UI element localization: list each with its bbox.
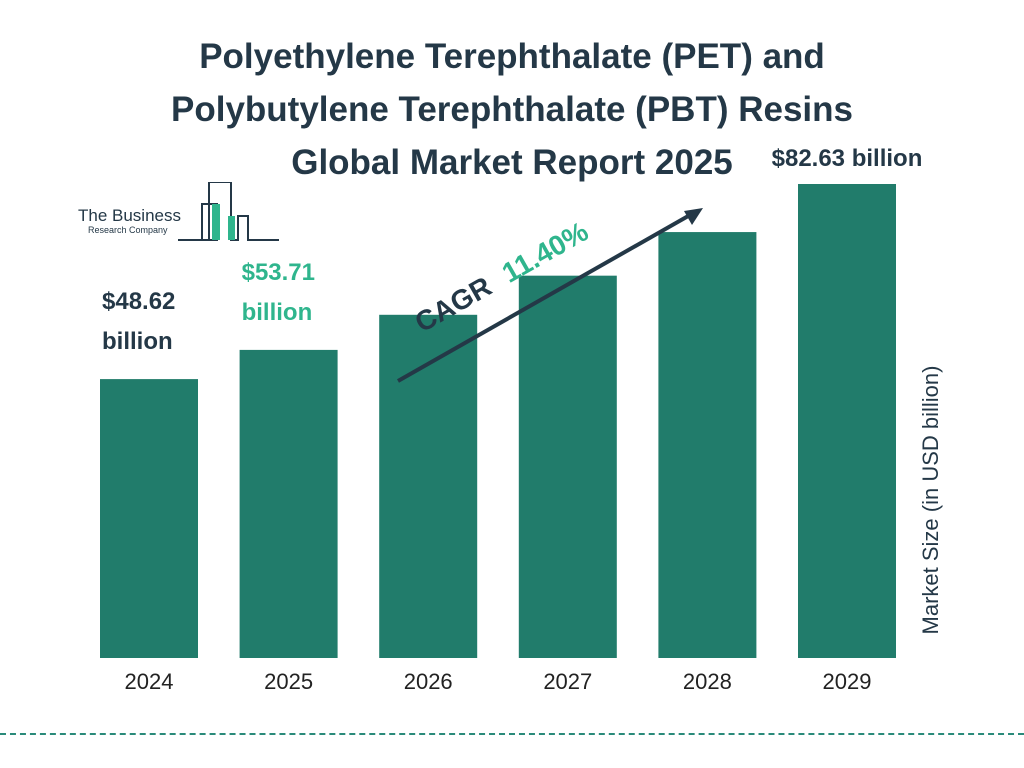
data-label-line: $48.62: [102, 288, 175, 315]
bar-2026: [379, 314, 478, 658]
data-label-line: $82.63 billion: [772, 145, 923, 172]
bar-2025: [239, 349, 338, 658]
cagr-arrow-line: [397, 213, 691, 383]
company-logo: The Business Research Company: [78, 182, 283, 244]
bar-2028: [658, 232, 757, 658]
title-line-2: Polybutylene Terephthalate (PBT) Resins: [171, 90, 853, 129]
x-tick-label: 2028: [683, 669, 732, 694]
data-label-line: billion: [102, 328, 173, 355]
logo-text-secondary: Research Company: [88, 225, 168, 235]
cagr-arrow-head: [684, 208, 703, 225]
x-tick-label: 2024: [125, 669, 174, 694]
data-label-2024: $48.62 billion: [102, 288, 175, 355]
chart-title: Polyethylene Terephthalate (PET) and Pol…: [60, 30, 964, 189]
x-tick-label: 2026: [404, 669, 453, 694]
data-label-line: $53.71: [242, 259, 315, 286]
bar-2024: [100, 379, 198, 658]
bar-2027: [518, 275, 617, 658]
x-tick-label: 2025: [264, 669, 313, 694]
y-axis-label: Market Size (in USD billion): [918, 365, 943, 635]
title-line-1: Polyethylene Terephthalate (PET) and: [199, 37, 825, 76]
logo-text-primary: The Business: [78, 206, 181, 225]
data-label-2029: $82.63 billion: [772, 145, 923, 172]
x-tick-label: 2027: [543, 669, 592, 694]
bar-2029: [798, 184, 896, 658]
data-label-line: billion: [242, 299, 313, 326]
bottom-dashed-divider: [0, 733, 1024, 735]
title-line-3: Global Market Report 2025: [291, 143, 733, 182]
logo-buildings-icon: [178, 182, 279, 241]
data-label-2025: $53.71 billion: [242, 259, 315, 326]
x-tick-label: 2029: [823, 669, 872, 694]
